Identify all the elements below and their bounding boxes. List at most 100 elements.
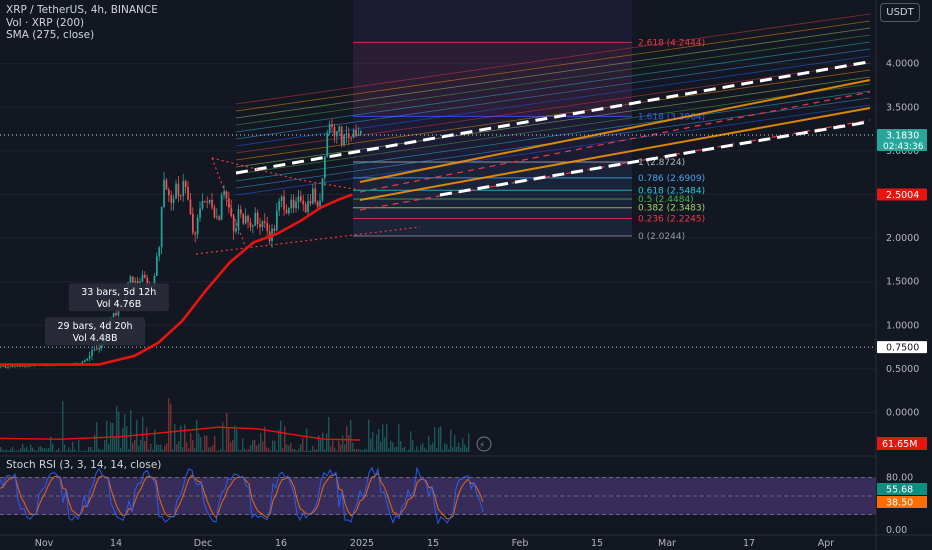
candle-body xyxy=(261,221,264,228)
volume-bar xyxy=(426,449,428,452)
stoch-k-label-box xyxy=(877,483,927,495)
volume-bar xyxy=(322,432,324,452)
channel-line xyxy=(235,27,871,119)
volume-bar xyxy=(432,442,434,452)
volume-bar xyxy=(84,450,86,452)
price-label-box xyxy=(877,128,927,151)
volume-bar xyxy=(428,436,430,452)
volume-indicator-label[interactable]: Vol · XRP (200) xyxy=(6,16,85,29)
price-tick-label: 0.5000 xyxy=(886,364,919,375)
candle-body xyxy=(244,215,247,224)
candle-body xyxy=(144,274,146,278)
volume-ma-line xyxy=(0,426,361,441)
volume-bar xyxy=(34,450,36,452)
candle-body xyxy=(288,208,290,214)
volume-bar xyxy=(38,446,40,452)
volume-bar xyxy=(204,435,206,452)
candle-body xyxy=(326,132,329,157)
currency-button[interactable]: USDT xyxy=(880,3,920,22)
candle-body xyxy=(93,349,96,351)
candle-body xyxy=(146,277,149,286)
candle-body xyxy=(336,131,338,137)
volume-bar xyxy=(424,447,426,452)
time-tick-label: 14 xyxy=(110,538,122,549)
volume-bar xyxy=(310,450,312,452)
candle-body xyxy=(9,366,12,368)
volume-bar xyxy=(160,444,162,452)
volume-bar xyxy=(410,431,412,452)
candle-body xyxy=(324,156,326,178)
candle-body xyxy=(26,366,29,368)
volume-bar xyxy=(378,428,380,452)
time-tick-label: Apr xyxy=(818,538,835,549)
stoch-rsi-label[interactable]: Stoch RSI (3, 3, 14, 14, close) xyxy=(6,459,162,471)
symbol-title[interactable]: XRP / TetherUS, 4h, BINANCE xyxy=(6,4,158,16)
stoch-d-label-value: 38.50 xyxy=(886,498,913,509)
candle-body xyxy=(235,228,237,232)
price-tick-label: 3.0000 xyxy=(886,146,919,157)
candle-body xyxy=(283,196,285,210)
candle-body xyxy=(285,209,288,214)
sma-indicator-label[interactable]: SMA (275, close) xyxy=(6,29,95,41)
volume-bar xyxy=(202,450,204,452)
candle-body xyxy=(115,312,117,316)
candle-body xyxy=(242,213,245,224)
candle-body xyxy=(331,124,333,127)
volume-bar xyxy=(282,448,284,452)
candle-body xyxy=(355,130,357,137)
volume-bar xyxy=(92,449,94,452)
volume-bar xyxy=(232,440,234,452)
volume-bar xyxy=(406,450,408,452)
volume-bar xyxy=(466,447,468,452)
candle-body xyxy=(91,350,93,356)
stoch-k-label-value: 55.68 xyxy=(886,485,913,496)
volume-bar xyxy=(28,450,30,452)
candle-body xyxy=(309,201,312,204)
channel-median-line xyxy=(359,107,871,201)
candle-body xyxy=(160,207,163,248)
volume-bar xyxy=(372,431,374,452)
candle-body xyxy=(316,201,319,207)
volume-bar xyxy=(14,450,16,452)
grid xyxy=(0,63,876,413)
volume-bar xyxy=(178,441,180,452)
volume-bar xyxy=(218,450,220,452)
volume-bar xyxy=(442,450,444,452)
volume-bar xyxy=(222,421,224,452)
volume-bar xyxy=(90,447,92,452)
candle-body xyxy=(170,195,173,203)
volume-bar xyxy=(68,447,70,452)
volume-bar xyxy=(274,440,276,452)
candle-body xyxy=(266,222,269,232)
volume-bar xyxy=(86,451,88,452)
volume-bar xyxy=(312,445,314,452)
volume-bar xyxy=(454,435,456,452)
volume-bar xyxy=(296,450,298,452)
volume-bar xyxy=(266,447,268,452)
candle-body xyxy=(300,196,302,201)
volume-bar xyxy=(100,449,102,452)
measure-label-bars: 33 bars, 5d 12h xyxy=(81,287,156,298)
volume-bar xyxy=(258,443,260,452)
volume-bar xyxy=(254,439,256,452)
volume-bar xyxy=(168,398,170,452)
volume-bar xyxy=(240,450,242,452)
volume-bar xyxy=(244,449,246,452)
lightning-icon xyxy=(476,436,492,452)
candle-body xyxy=(237,209,240,229)
volume-bar xyxy=(60,451,62,452)
volume-bar xyxy=(448,449,450,452)
volume-bar xyxy=(388,448,390,452)
volume-bar xyxy=(366,449,368,452)
channel-mid-dashed-line xyxy=(359,91,871,193)
price-tick-label: 1.0000 xyxy=(886,320,919,331)
volume-bar xyxy=(412,440,414,452)
volume-bar xyxy=(210,447,212,452)
volume-bar xyxy=(236,429,238,452)
volume-bar xyxy=(44,448,46,452)
volume-bar xyxy=(316,449,318,452)
volume-bar xyxy=(140,439,142,452)
candle-body xyxy=(156,256,158,276)
